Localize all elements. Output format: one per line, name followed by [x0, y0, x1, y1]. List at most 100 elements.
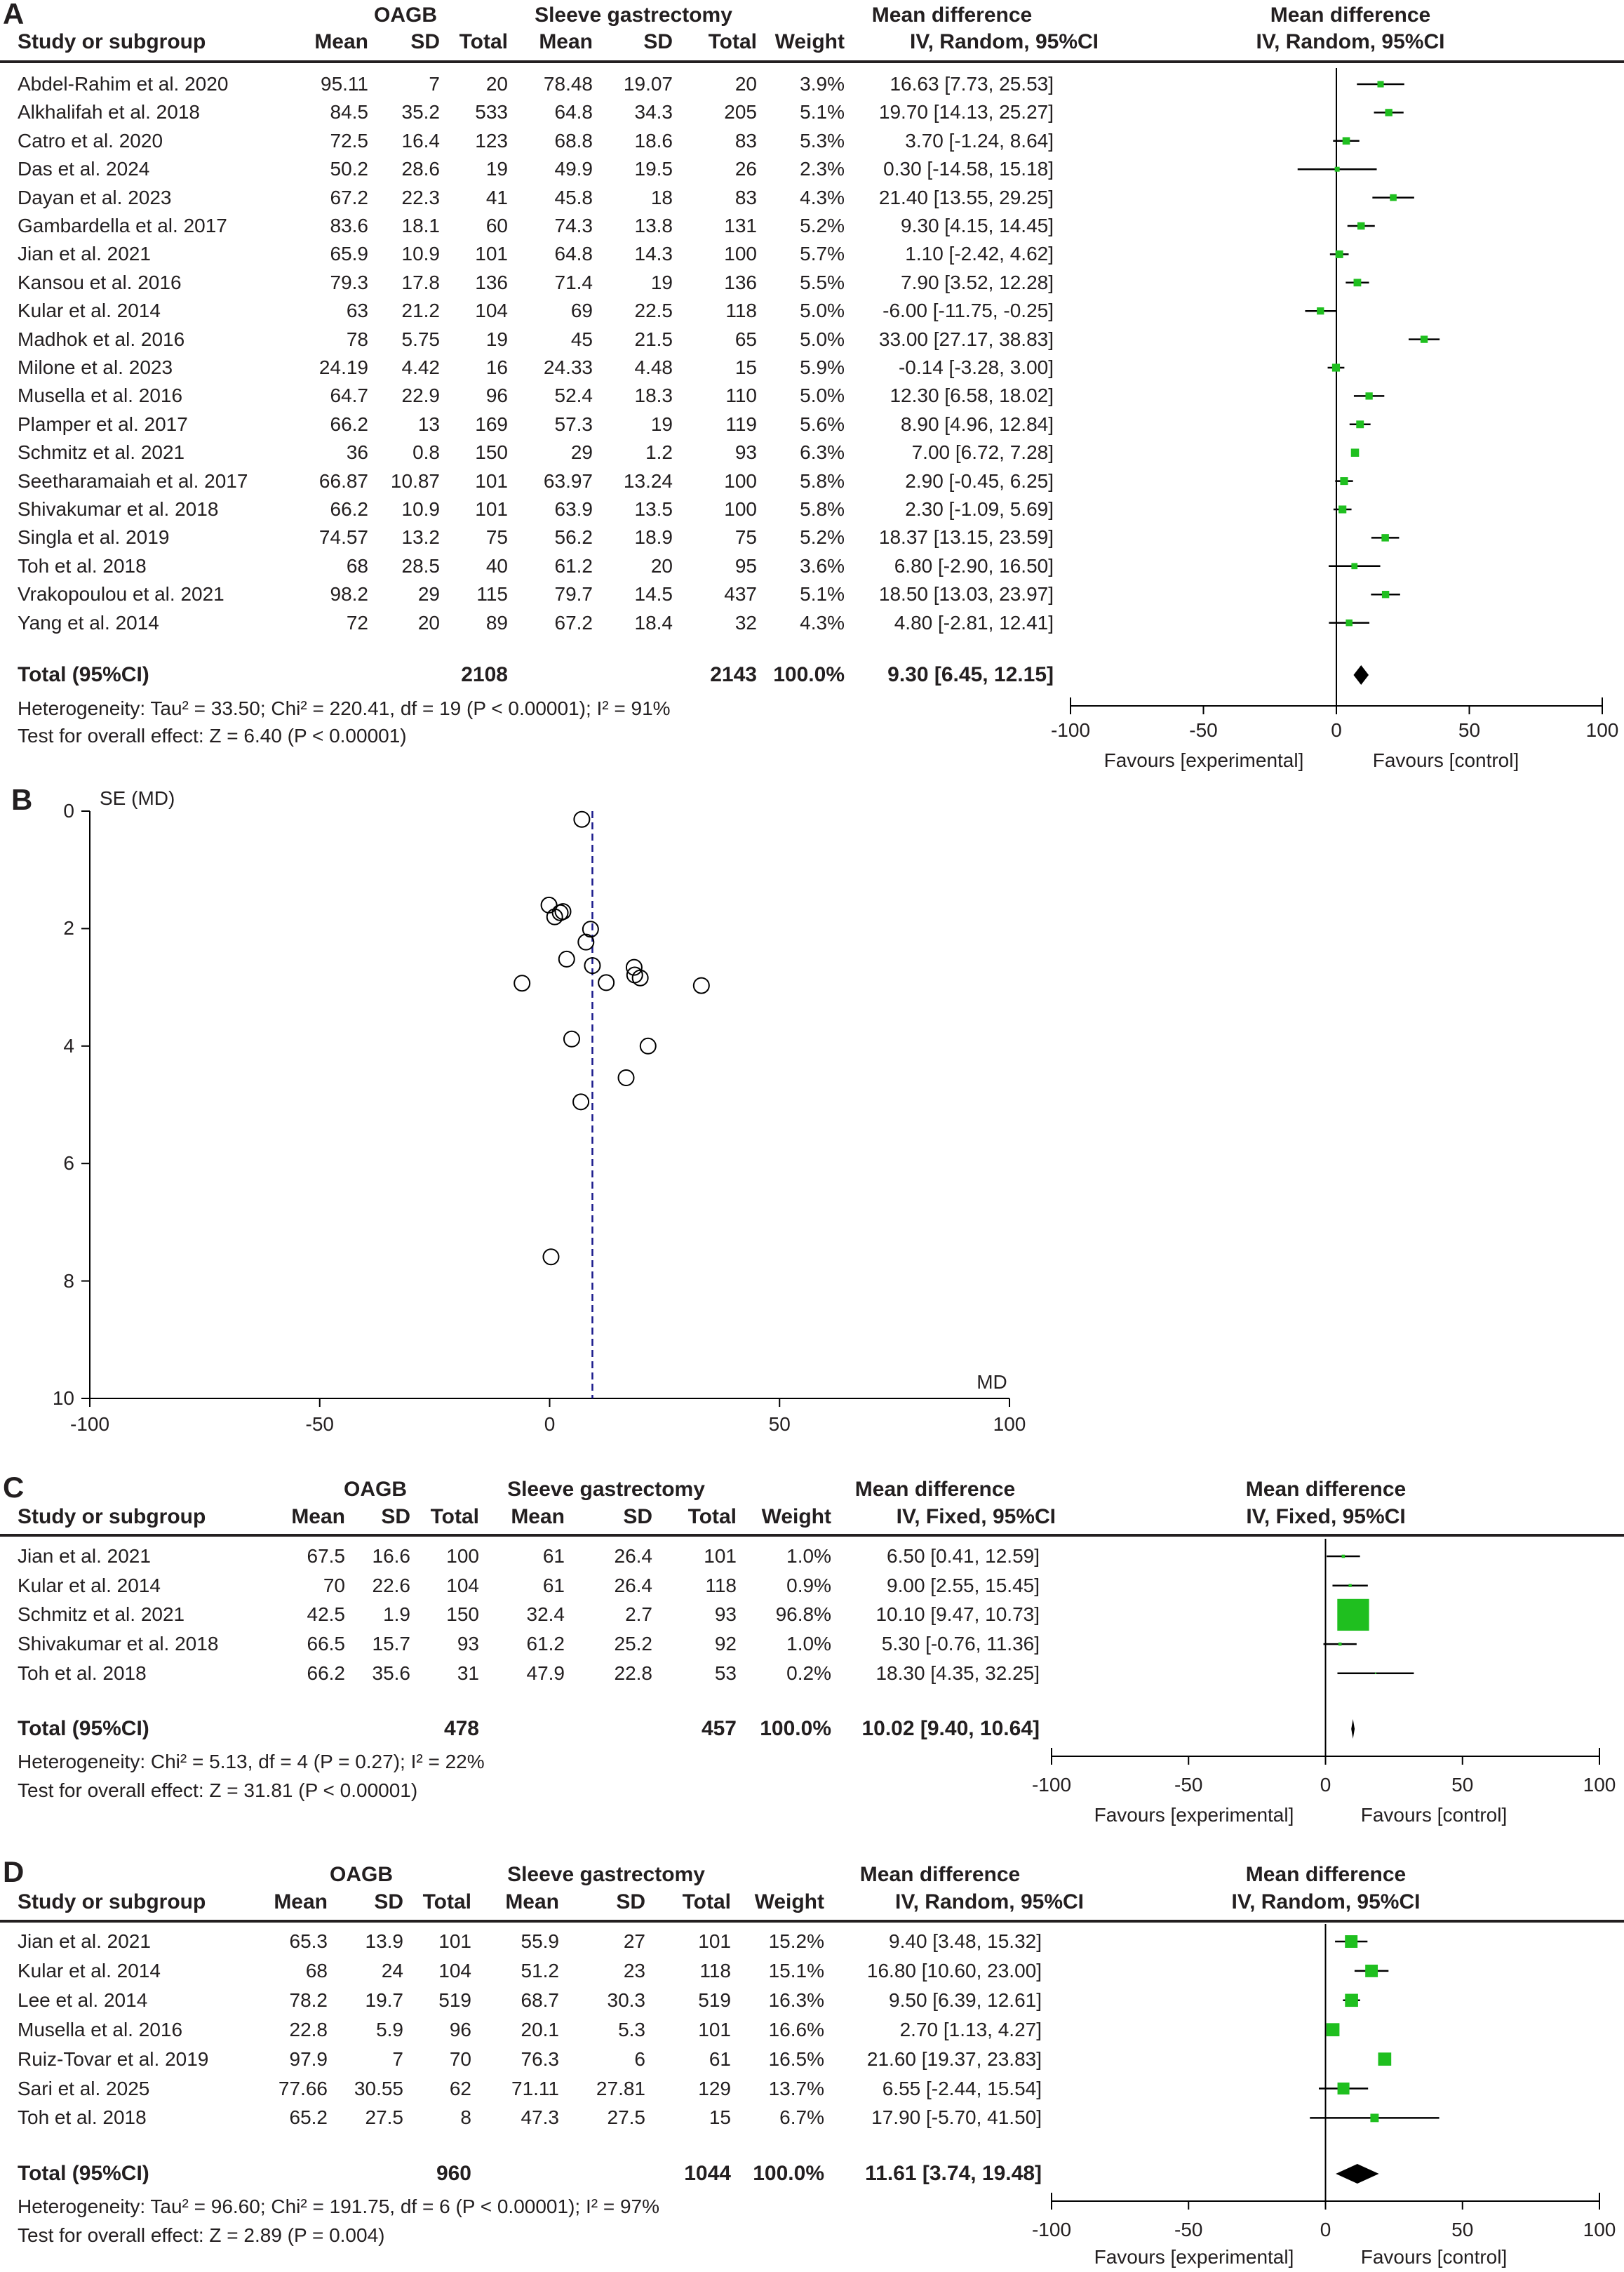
exp-mean: 66.2	[330, 498, 369, 520]
ctrl-mean: 79.7	[554, 583, 593, 606]
study-name: Sari et al. 2025	[18, 2077, 150, 2099]
effect-square	[1381, 534, 1389, 542]
x-tick-label: 50	[1451, 2219, 1474, 2240]
ctrl-sd: 23	[623, 1959, 645, 1982]
ctrl-mean: 67.2	[554, 611, 593, 634]
effect-square	[1345, 619, 1353, 627]
effect-square	[1351, 563, 1358, 570]
effect-square	[1385, 109, 1393, 116]
exp-mean: 24.19	[318, 356, 368, 378]
ctrl-sd: 5.3	[618, 2018, 645, 2040]
exp-sd: 13.9	[365, 1930, 404, 1952]
study-name: Seetharamaiah et al. 2017	[18, 469, 248, 492]
study-name: Ruiz-Tovar et al. 2019	[18, 2047, 209, 2070]
col-header-ctrl-total: Total	[708, 30, 757, 53]
exp-total: 104	[438, 1959, 471, 1982]
study-name: Abdel-Rahim et al. 2020	[18, 73, 229, 95]
study-name: Toh et al. 2018	[18, 554, 147, 577]
study-point	[540, 896, 558, 914]
ctrl-mean: 45	[570, 328, 593, 350]
study-weight: 5.1%	[800, 101, 845, 123]
x-tick-label: -100	[69, 1413, 110, 1435]
exp-sd: 28.6	[401, 158, 441, 180]
exp-sd: 22.3	[401, 186, 441, 208]
exp-mean: 65.9	[330, 243, 369, 265]
effect-square	[1390, 194, 1397, 201]
total-ctrl: 457	[701, 1717, 737, 1740]
exp-sd: 29	[417, 583, 440, 606]
total-ci: 9.30 [6.45, 12.15]	[887, 663, 1054, 686]
exp-total: 136	[475, 271, 508, 293]
study-point	[692, 977, 710, 994]
study-weight: 16.5%	[768, 2047, 824, 2070]
x-tick-label: 0	[1320, 2219, 1331, 2240]
x-axis-label: MD	[977, 1371, 1007, 1393]
col-header-weight: Weight	[761, 1505, 831, 1528]
col-header-exp-total: Total	[459, 30, 508, 53]
exp-total: 20	[485, 73, 508, 95]
study-ci: -0.14 [-3.28, 3.00]	[898, 356, 1054, 378]
x-tick-label: 100	[1583, 2219, 1616, 2240]
favours-right-label: Favours [control]	[1360, 2246, 1508, 2268]
study-weight: 13.7%	[768, 2077, 824, 2099]
ctrl-mean: 45.8	[554, 186, 593, 208]
ctrl-mean: 68.7	[521, 1989, 560, 2011]
effect-square	[1340, 477, 1348, 486]
study-weight: 16.3%	[768, 1989, 824, 2011]
ctrl-sd: 13.24	[623, 469, 673, 492]
study-weight: 5.7%	[800, 243, 845, 265]
total-exp: 2108	[461, 663, 508, 686]
exp-total: 70	[449, 2047, 471, 2070]
ctrl-total: 83	[734, 129, 757, 152]
ctrl-sd: 27.81	[596, 2077, 645, 2099]
exp-total: 96	[485, 385, 508, 407]
study-name: Musella et al. 2016	[18, 2018, 183, 2040]
exp-mean: 98.2	[330, 583, 369, 606]
y-axis-label: SE (MD)	[100, 787, 175, 809]
ctrl-total: 101	[698, 2018, 731, 2040]
ctrl-sd: 18.9	[634, 526, 673, 549]
study-weight: 5.0%	[800, 328, 845, 350]
ctrl-sd: 2.7	[625, 1603, 652, 1626]
exp-mean: 66.2	[307, 1662, 346, 1684]
ctrl-mean: 56.2	[554, 526, 593, 549]
study-point	[546, 908, 563, 925]
study-weight: 0.2%	[786, 1662, 831, 1684]
effect-header: Mean difference	[871, 4, 1033, 27]
favours-right-label: Favours [control]	[1360, 1804, 1508, 1826]
exp-mean: 72	[346, 611, 368, 634]
ctrl-mean: 61.2	[554, 554, 593, 577]
exp-sd: 4.42	[401, 356, 441, 378]
exp-mean: 95.11	[321, 73, 368, 95]
study-name: Schmitz et al. 2021	[18, 441, 185, 464]
y-tick-label: 8	[63, 1269, 74, 1292]
study-name: Jian et al. 2021	[18, 243, 151, 265]
study-point	[514, 975, 531, 992]
pooled-diamond	[1353, 665, 1369, 685]
exp-total: 123	[475, 129, 508, 152]
x-tick-label: 0	[544, 1413, 556, 1435]
exp-total: 101	[475, 498, 508, 520]
study-point	[584, 957, 601, 975]
plot-effect-header: Mean difference	[1245, 1478, 1407, 1501]
ctrl-total: 101	[704, 1545, 737, 1567]
exp-mean: 68	[305, 1959, 328, 1982]
exp-mean: 79.3	[330, 271, 369, 293]
exp-total: 16	[485, 356, 508, 378]
study-ci: 2.70 [1.13, 4.27]	[899, 2018, 1042, 2040]
effect-square	[1381, 591, 1390, 599]
ctrl-total: 129	[698, 2077, 731, 2099]
ctrl-total: 519	[698, 1989, 731, 2011]
exp-sd: 19.7	[365, 1989, 404, 2011]
study-weight: 5.1%	[800, 583, 845, 606]
effect-square	[1370, 2113, 1379, 2123]
total-weight: 100.0%	[773, 663, 845, 686]
exp-mean: 42.5	[307, 1603, 346, 1626]
effect-square	[1326, 2023, 1340, 2037]
ctrl-sd: 19	[650, 413, 673, 435]
effect-square	[1337, 1598, 1369, 1631]
study-weight: 15.1%	[768, 1959, 824, 1982]
study-weight: 5.2%	[800, 526, 845, 549]
exp-sd: 22.9	[401, 385, 441, 407]
col-header-study: Study or subgroup	[18, 1505, 206, 1528]
